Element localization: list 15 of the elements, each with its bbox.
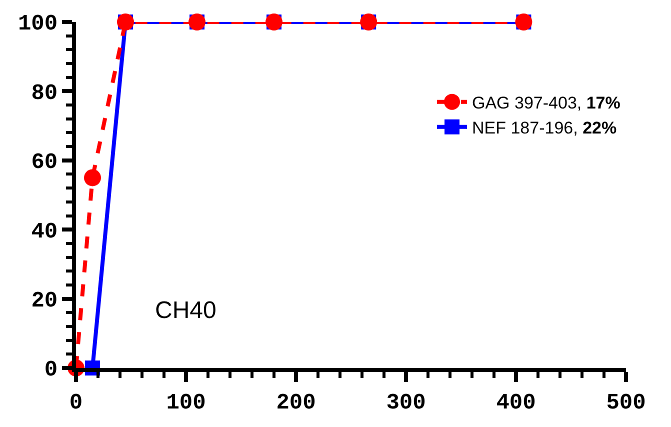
x-tick-label: 500: [606, 390, 646, 416]
y-tick-label: 20: [31, 288, 58, 314]
x-tick-label: 300: [386, 390, 426, 416]
y-tick-label: 0: [44, 358, 58, 383]
annotation: CH40: [155, 297, 216, 324]
y-tick-label: 40: [31, 219, 58, 244]
y-tick-label: 80: [31, 80, 58, 106]
legend-label: NEF 187-196, 22%: [472, 118, 617, 138]
y-tick-label: 100: [18, 12, 58, 37]
x-tick-label: 0: [69, 390, 83, 416]
x-tick-label: 100: [166, 390, 206, 416]
legend-label: GAG 397-403, 17%: [472, 93, 620, 112]
x-tick-label: 400: [496, 390, 536, 416]
x-tick-label: 200: [276, 390, 316, 416]
y-tick-label: 60: [31, 150, 58, 176]
